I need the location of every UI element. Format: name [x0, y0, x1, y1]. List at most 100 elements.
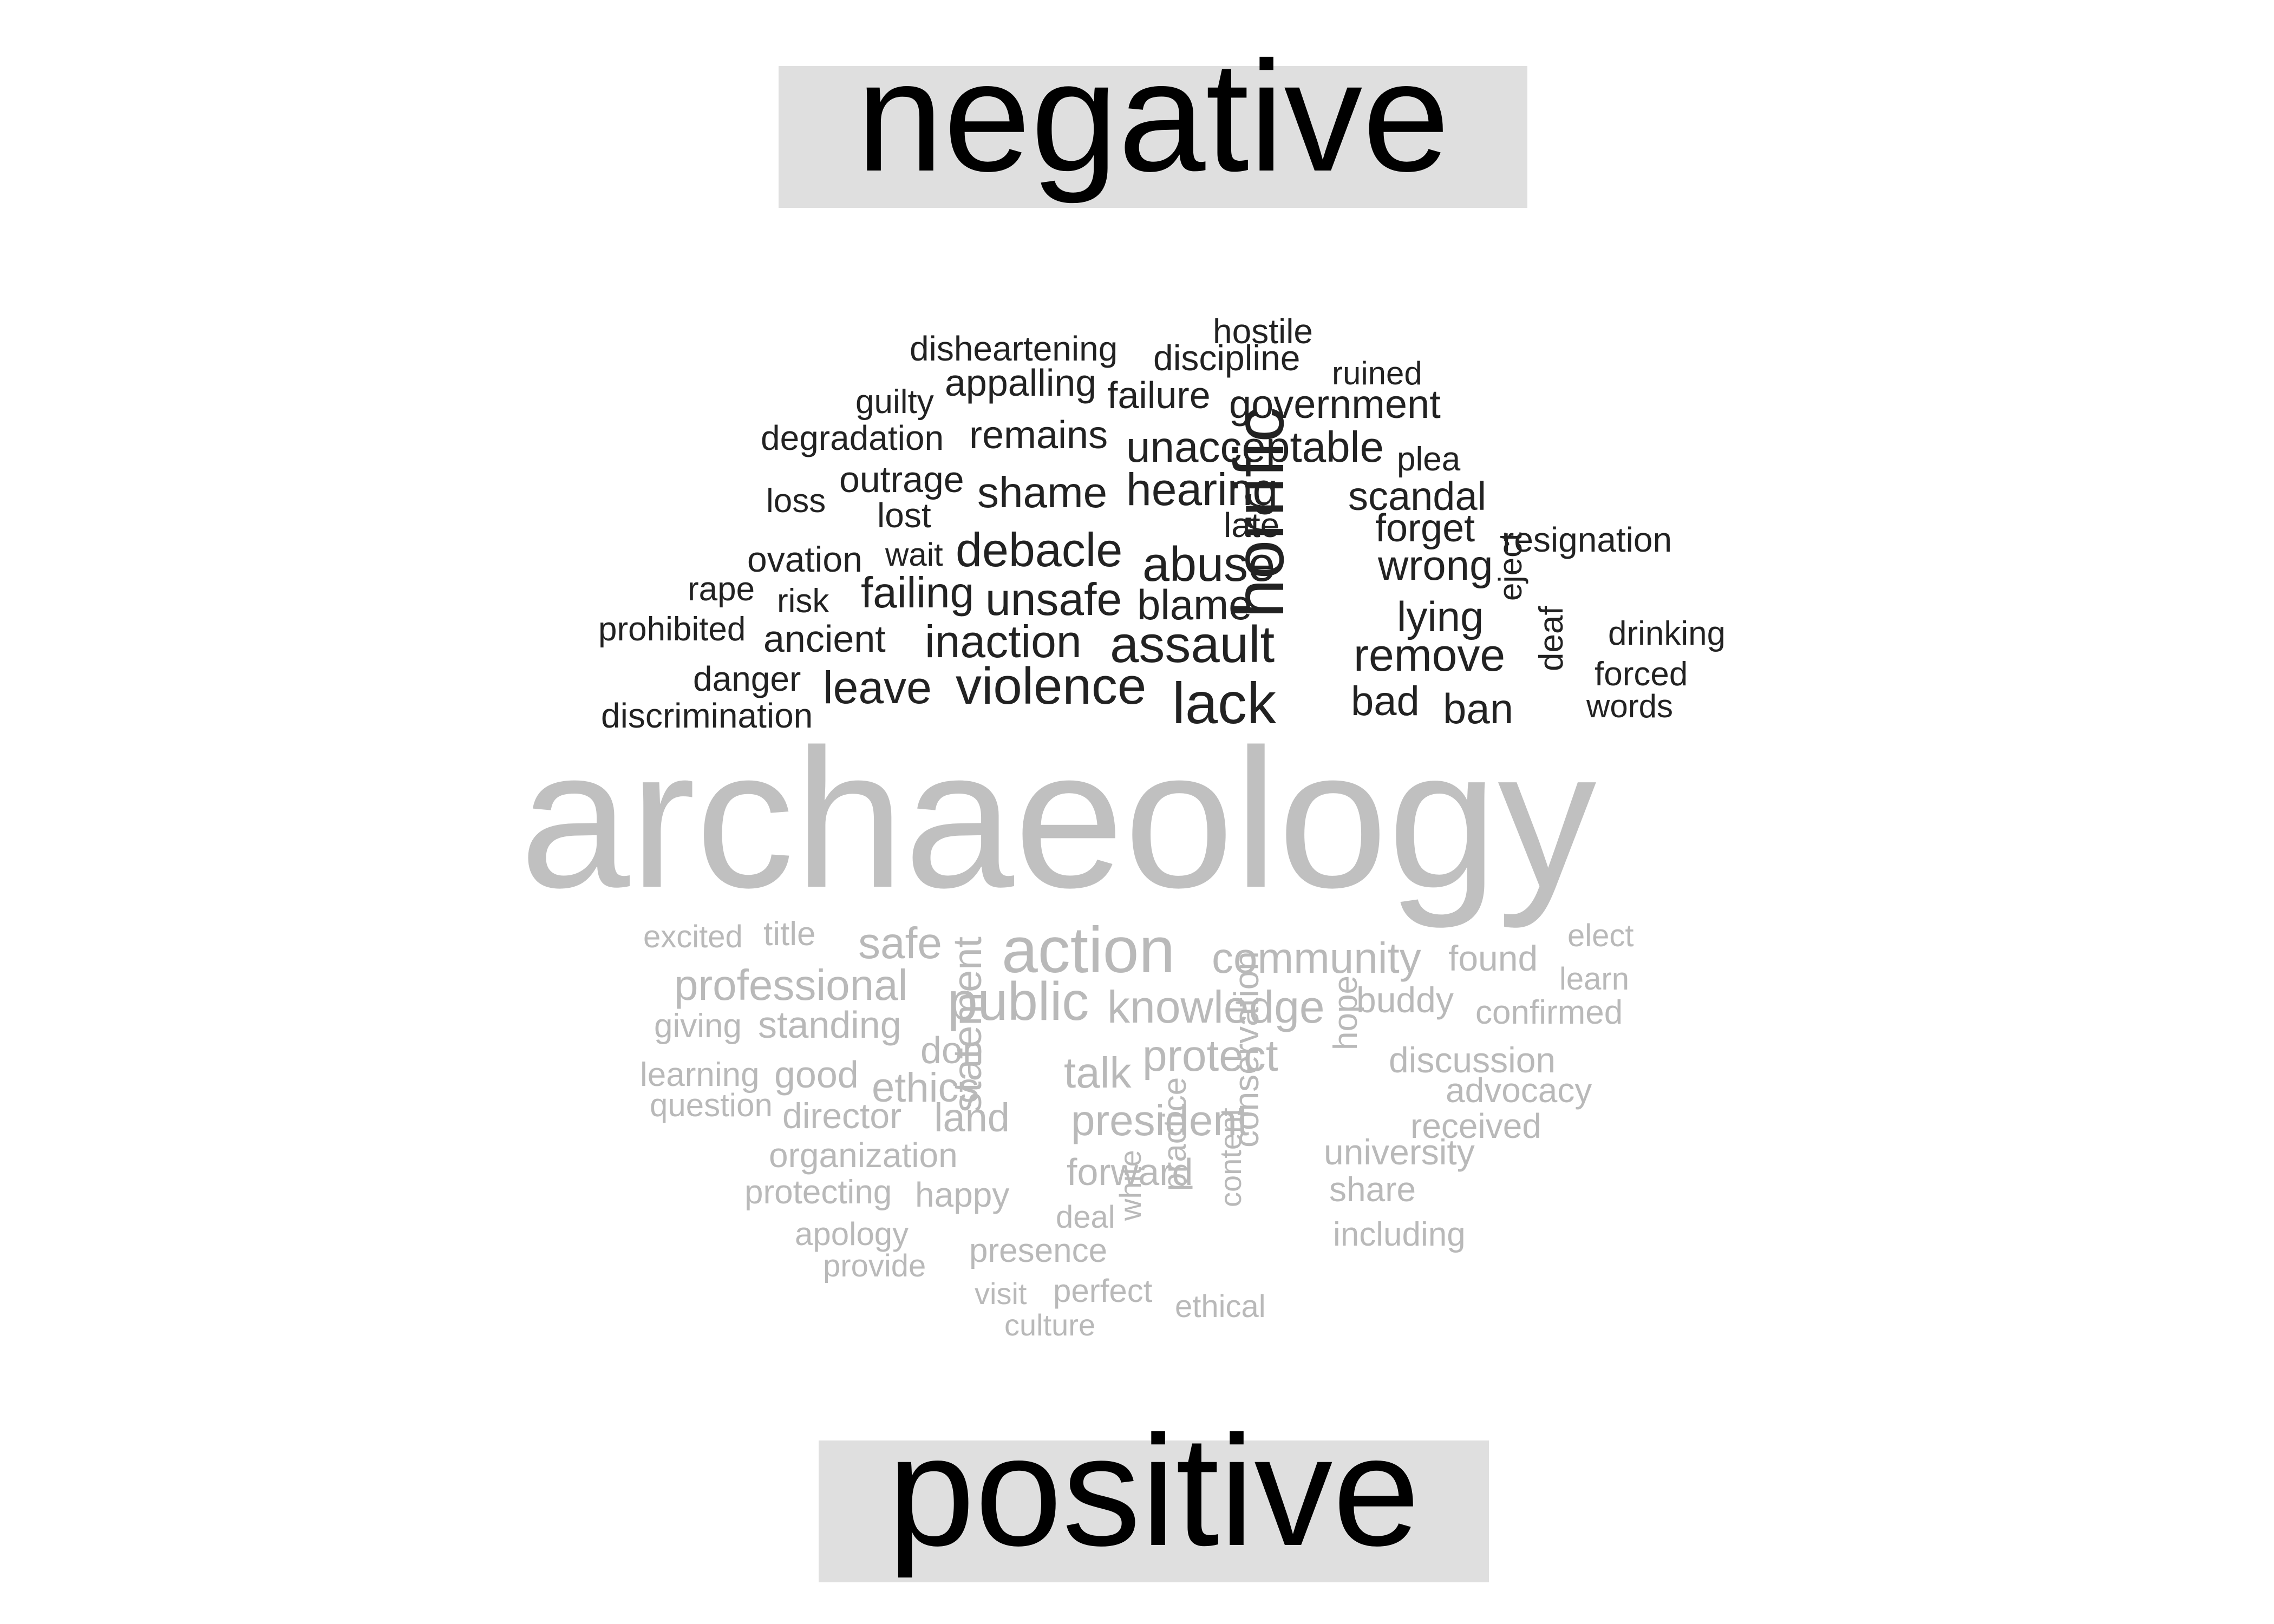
positive-word-director: director: [782, 1096, 902, 1136]
positive-word-ethical: ethical: [1175, 1289, 1266, 1324]
negative-label-text: negative: [856, 29, 1450, 204]
negative-word-lost: lost: [877, 496, 931, 535]
negative-word-outrage: outrage: [839, 459, 964, 500]
positive-word-protecting: protecting: [744, 1174, 892, 1211]
negative-word-late: late: [1224, 506, 1280, 545]
positive-word-university: university: [1324, 1132, 1475, 1172]
positive-word-talk: talk: [1064, 1049, 1132, 1097]
negative-word-discipline: discipline: [1153, 338, 1301, 378]
negative-word-discrimination: discrimination: [601, 696, 813, 735]
negative-word-horrific: horrific: [1219, 407, 1298, 618]
negative-word-debacle: debacle: [956, 523, 1123, 577]
positive-word-ethics: ethics: [872, 1065, 979, 1111]
positive-word-culture: culture: [1004, 1308, 1096, 1342]
positive-word-good: good: [774, 1053, 859, 1096]
negative-word-guilty: guilty: [855, 383, 934, 421]
negative-word-shame: shame: [977, 468, 1108, 516]
positive-word-community: community: [1212, 934, 1421, 982]
negative-word-unacceptable: unacceptable: [1126, 423, 1384, 471]
negative-word-ovation: ovation: [747, 539, 862, 579]
negative-word-failing: failing: [861, 568, 975, 617]
negative-word-disheartening: disheartening: [910, 329, 1118, 368]
negative-word-leave: leave: [823, 662, 932, 713]
negative-word-hostile: hostile: [1213, 312, 1313, 351]
positive-word-learning: learning: [640, 1056, 760, 1093]
negative-word-remove: remove: [1354, 630, 1506, 680]
positive-word-happy: happy: [915, 1175, 1010, 1214]
negative-word-inaction: inaction: [925, 616, 1082, 667]
positive-word-statement: statement: [945, 937, 990, 1112]
negative-word-rape: rape: [688, 571, 755, 608]
negative-word-violence: violence: [956, 657, 1147, 715]
positive-word-don: don: [920, 1029, 984, 1071]
positive-word-perfect: perfect: [1053, 1273, 1153, 1309]
negative-word-loss: loss: [766, 482, 826, 520]
positive-word-provide: provide: [823, 1248, 926, 1284]
negative-word-appalling: appalling: [945, 362, 1097, 404]
positive-word-learn: learn: [1559, 961, 1629, 997]
positive-word-white: white: [1113, 1150, 1147, 1221]
positive-word-received: received: [1410, 1106, 1541, 1145]
negative-word-unsafe: unsafe: [985, 574, 1122, 625]
negative-word-resignation: resignation: [1502, 520, 1672, 559]
negative-word-drinking: drinking: [1608, 615, 1726, 652]
positive-word-president: president: [1071, 1096, 1250, 1144]
positive-word-practice: practice: [1156, 1077, 1193, 1191]
negative-word-ban: ban: [1443, 685, 1514, 732]
positive-word-land: land: [934, 1095, 1010, 1140]
cloud-word-archaeology: archaeology: [520, 709, 1597, 929]
negative-word-failure: failure: [1107, 374, 1211, 416]
positive-word-public: public: [948, 971, 1089, 1032]
positive-word-buddy: buddy: [1356, 980, 1454, 1020]
positive-word-share: share: [1329, 1170, 1416, 1209]
positive-word-knowledge: knowledge: [1107, 981, 1325, 1032]
positive-word-safe: safe: [858, 919, 942, 968]
positive-word-presence: presence: [969, 1232, 1108, 1269]
negative-word-wrong: wrong: [1378, 541, 1493, 589]
positive-word-confirmed: confirmed: [1475, 994, 1623, 1031]
negative-word-bad: bad: [1351, 678, 1420, 724]
negative-word-blame: blame: [1137, 581, 1252, 628]
negative-word-wait: wait: [885, 536, 943, 573]
positive-label-text: positive: [887, 1403, 1420, 1579]
positive-word-title: title: [763, 915, 816, 953]
positive-word-visit: visit: [975, 1276, 1027, 1311]
negative-word-remains: remains: [969, 414, 1108, 457]
negative-word-assault: assault: [1110, 615, 1275, 673]
negative-word-words: words: [1586, 688, 1674, 724]
negative-word-government: government: [1229, 382, 1441, 427]
positive-word-giving: giving: [654, 1007, 742, 1045]
negative-word-scandal: scandal: [1348, 474, 1487, 519]
positive-word-deal: deal: [1056, 1200, 1115, 1235]
positive-word-question: question: [650, 1087, 773, 1123]
negative-word-abuse: abuse: [1142, 538, 1276, 592]
positive-word-elect: elect: [1567, 918, 1634, 953]
positive-word-advocacy: advocacy: [1446, 1071, 1592, 1110]
positive-word-excited: excited: [643, 919, 743, 954]
negative-word-degradation: degradation: [761, 418, 944, 457]
positive-word-apology: apology: [795, 1216, 909, 1252]
positive-word-professional: professional: [674, 961, 908, 1009]
negative-word-deaf: deaf: [1533, 606, 1570, 671]
positive-word-protect: protect: [1142, 1031, 1278, 1081]
negative-word-forget: forget: [1375, 507, 1475, 550]
negative-word-ancient: ancient: [763, 618, 886, 660]
positive-word-found: found: [1448, 938, 1538, 978]
positive-word-content: content: [1213, 1108, 1247, 1207]
negative-word-hearing: hearing: [1126, 464, 1278, 515]
negative-word-eject: eject: [1492, 532, 1528, 601]
positive-word-action: action: [1002, 914, 1175, 986]
negative-word-prohibited: prohibited: [598, 611, 746, 648]
negative-word-danger: danger: [693, 659, 801, 698]
negative-word-ruined: ruined: [1332, 355, 1422, 391]
positive-word-including: including: [1333, 1216, 1466, 1253]
negative-word-lack: lack: [1172, 670, 1277, 736]
positive-word-standing: standing: [758, 1004, 901, 1046]
positive-word-discussion: discussion: [1389, 1040, 1556, 1080]
negative-word-lying: lying: [1397, 593, 1484, 640]
negative-word-plea: plea: [1397, 441, 1461, 478]
positive-word-organization: organization: [769, 1136, 958, 1175]
negative-word-forced: forced: [1595, 656, 1688, 693]
negative-label: negative: [779, 38, 1527, 208]
